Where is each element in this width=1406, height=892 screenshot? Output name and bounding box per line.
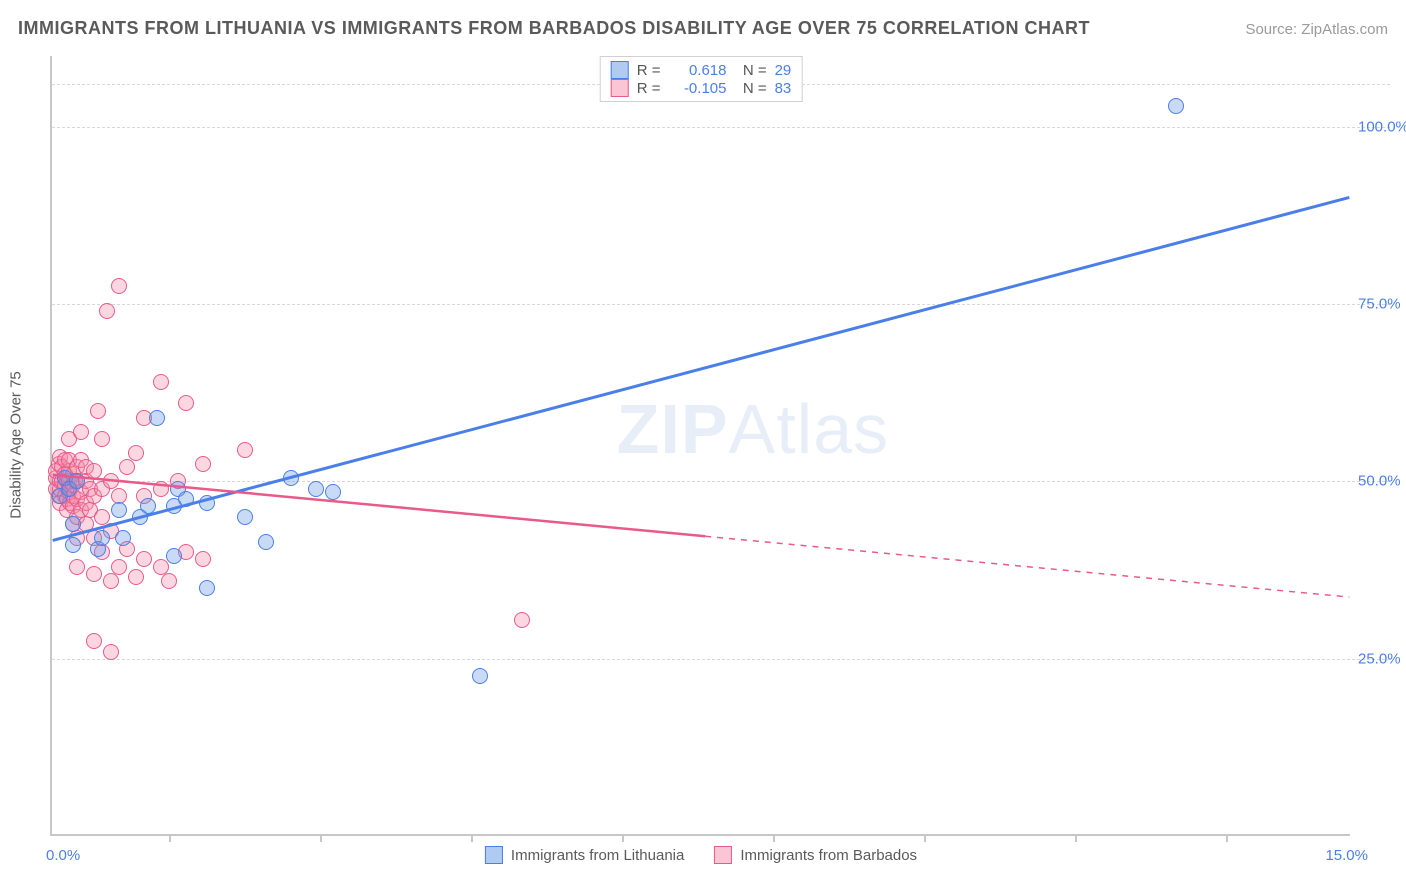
scatter-point [86,463,102,479]
x-axis-max-label: 15.0% [1325,847,1368,864]
scatter-point [86,633,102,649]
scatter-point [128,445,144,461]
scatter-point [136,551,152,567]
x-tick [1075,834,1077,842]
scatter-point [119,459,135,475]
gridline [52,127,1390,128]
scatter-point [65,537,81,553]
gridline [52,304,1390,305]
scatter-point [111,502,127,518]
scatter-point [1168,98,1184,114]
scatter-point [103,573,119,589]
swatch-pink-icon [611,79,629,97]
correlation-legend: R =0.618 N =29 R =-0.105 N =83 [600,56,803,102]
scatter-point [514,612,530,628]
scatter-point [283,470,299,486]
scatter-point [237,442,253,458]
scatter-point [115,530,131,546]
plot-area: ZIPAtlas Disability Age Over 75 25.0%50.… [50,56,1350,836]
scatter-point [69,559,85,575]
scatter-point [111,278,127,294]
y-tick-label: 100.0% [1358,118,1406,135]
gridline [52,481,1390,482]
legend-item-barbados: Immigrants from Barbados [714,846,917,864]
scatter-point [199,580,215,596]
swatch-pink-icon [714,846,732,864]
x-tick [471,834,473,842]
x-tick [169,834,171,842]
scatter-point [178,491,194,507]
scatter-point [65,516,81,532]
scatter-point [111,559,127,575]
scatter-point [140,498,156,514]
scatter-point [199,495,215,511]
legend-item-lithuania: Immigrants from Lithuania [485,846,684,864]
scatter-point [472,668,488,684]
y-axis-title: Disability Age Over 75 [8,371,25,519]
x-tick [773,834,775,842]
x-tick [924,834,926,842]
scatter-point [153,374,169,390]
scatter-point [195,456,211,472]
scatter-point [94,530,110,546]
chart-title: IMMIGRANTS FROM LITHUANIA VS IMMIGRANTS … [18,18,1090,39]
scatter-point [73,424,89,440]
scatter-point [69,473,85,489]
scatter-point [153,481,169,497]
scatter-point [103,644,119,660]
scatter-point [86,566,102,582]
x-tick [622,834,624,842]
x-axis-min-label: 0.0% [46,847,80,864]
scatter-point [128,569,144,585]
watermark: ZIPAtlas [617,389,890,469]
scatter-point [195,551,211,567]
scatter-point [161,573,177,589]
y-tick-label: 50.0% [1358,473,1406,490]
gridline [52,659,1390,660]
scatter-point [325,484,341,500]
x-tick [1226,834,1228,842]
scatter-point [258,534,274,550]
series-legend: Immigrants from Lithuania Immigrants fro… [485,846,917,864]
swatch-blue-icon [485,846,503,864]
legend-row-lithuania: R =0.618 N =29 [611,61,792,79]
scatter-point [99,303,115,319]
source-attribution: Source: ZipAtlas.com [1245,21,1388,38]
scatter-point [308,481,324,497]
scatter-point [94,431,110,447]
scatter-point [149,410,165,426]
y-tick-label: 25.0% [1358,650,1406,667]
scatter-point [166,548,182,564]
scatter-point [237,509,253,525]
scatter-point [90,403,106,419]
swatch-blue-icon [611,61,629,79]
x-tick [320,834,322,842]
legend-row-barbados: R =-0.105 N =83 [611,79,792,97]
y-tick-label: 75.0% [1358,296,1406,313]
scatter-point [178,395,194,411]
